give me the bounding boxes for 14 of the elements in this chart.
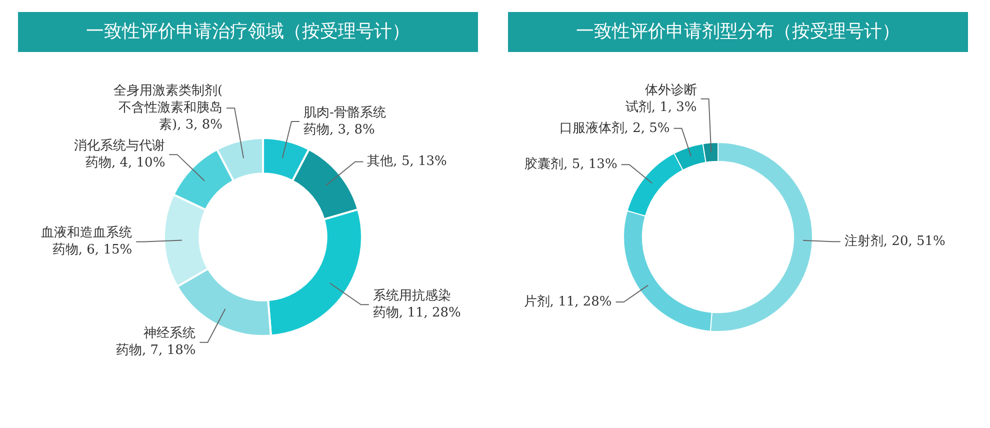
slice-label: 体外诊断试剂, 1, 3% — [625, 82, 697, 115]
slice-label: 口服液体剂, 2, 5% — [559, 120, 670, 136]
slice-label: 其他, 5, 13% — [367, 154, 447, 170]
chart-title: 一致性评价申请剂型分布（按受理号计） — [508, 12, 968, 52]
slice-label: 消化系统与代谢药物, 4, 10% — [74, 138, 166, 170]
chart-title: 一致性评价申请治疗领域（按受理号计） — [18, 12, 478, 52]
slice-label: 胶囊剂, 5, 13% — [524, 156, 618, 172]
slice-label: 肌肉-骨骼系统药物, 3, 8% — [303, 105, 386, 138]
slice-label: 全身用激素类制剂(不含性激素和胰岛素), 3, 8% — [113, 82, 223, 132]
slice-label: 系统用抗感染药物, 11, 28% — [372, 288, 461, 320]
slice-label: 神经系统药物, 7, 18% — [116, 326, 196, 358]
slice-label: 血液和造血系统药物, 6, 15% — [41, 226, 132, 258]
slice-label: 注射剂, 20, 51% — [844, 232, 946, 249]
slice-label: 片剂, 11, 28% — [524, 293, 612, 310]
